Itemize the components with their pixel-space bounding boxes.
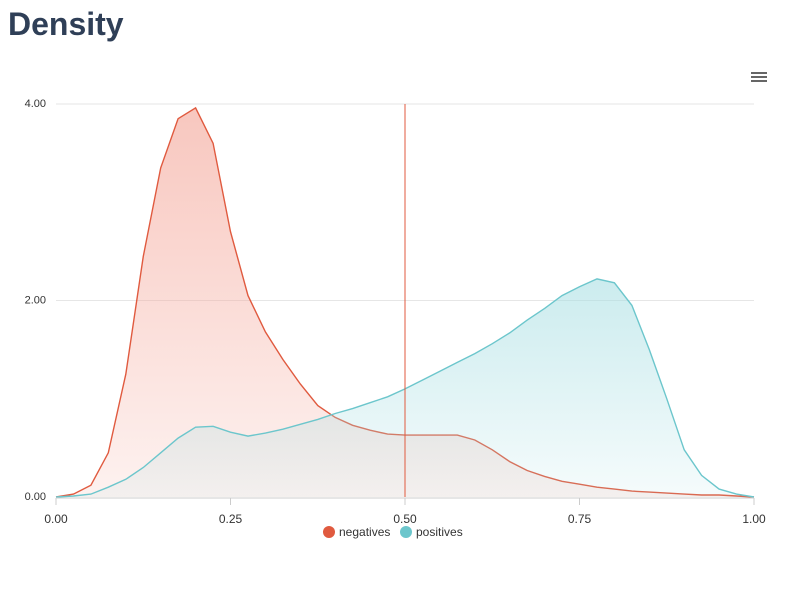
legend-marker-negatives bbox=[323, 526, 335, 538]
series-line-negatives bbox=[55, 106, 755, 498]
y-tick-label: 0.00 bbox=[25, 491, 46, 503]
legend-label-negatives: negatives bbox=[339, 525, 390, 539]
grid-lines: 0.00 2.00 4.00 bbox=[25, 98, 754, 503]
x-tick-label: 0.25 bbox=[219, 512, 243, 526]
series-layer bbox=[55, 106, 755, 498]
x-tick-label: 0.50 bbox=[393, 512, 417, 526]
series-line-positives bbox=[55, 278, 755, 498]
x-tick-label: 0.75 bbox=[568, 512, 592, 526]
x-tick-label: 1.00 bbox=[742, 512, 766, 526]
legend-item-positives[interactable]: positives bbox=[400, 525, 463, 539]
page-title: Density bbox=[8, 6, 124, 42]
legend: negatives positives bbox=[323, 525, 463, 539]
y-tick-label: 4.00 bbox=[25, 98, 46, 110]
y-tick-label: 2.00 bbox=[25, 295, 46, 307]
x-tick-label: 0.00 bbox=[44, 512, 68, 526]
series-area-positives bbox=[56, 278, 754, 497]
legend-label-positives: positives bbox=[416, 525, 463, 539]
series-area-negatives bbox=[56, 107, 754, 498]
legend-item-negatives[interactable]: negatives bbox=[323, 525, 390, 539]
legend-marker-positives bbox=[400, 526, 412, 538]
hamburger-menu-icon[interactable] bbox=[748, 68, 770, 86]
axis-layer: 0.00 0.25 0.50 0.75 1.00 bbox=[44, 497, 766, 526]
